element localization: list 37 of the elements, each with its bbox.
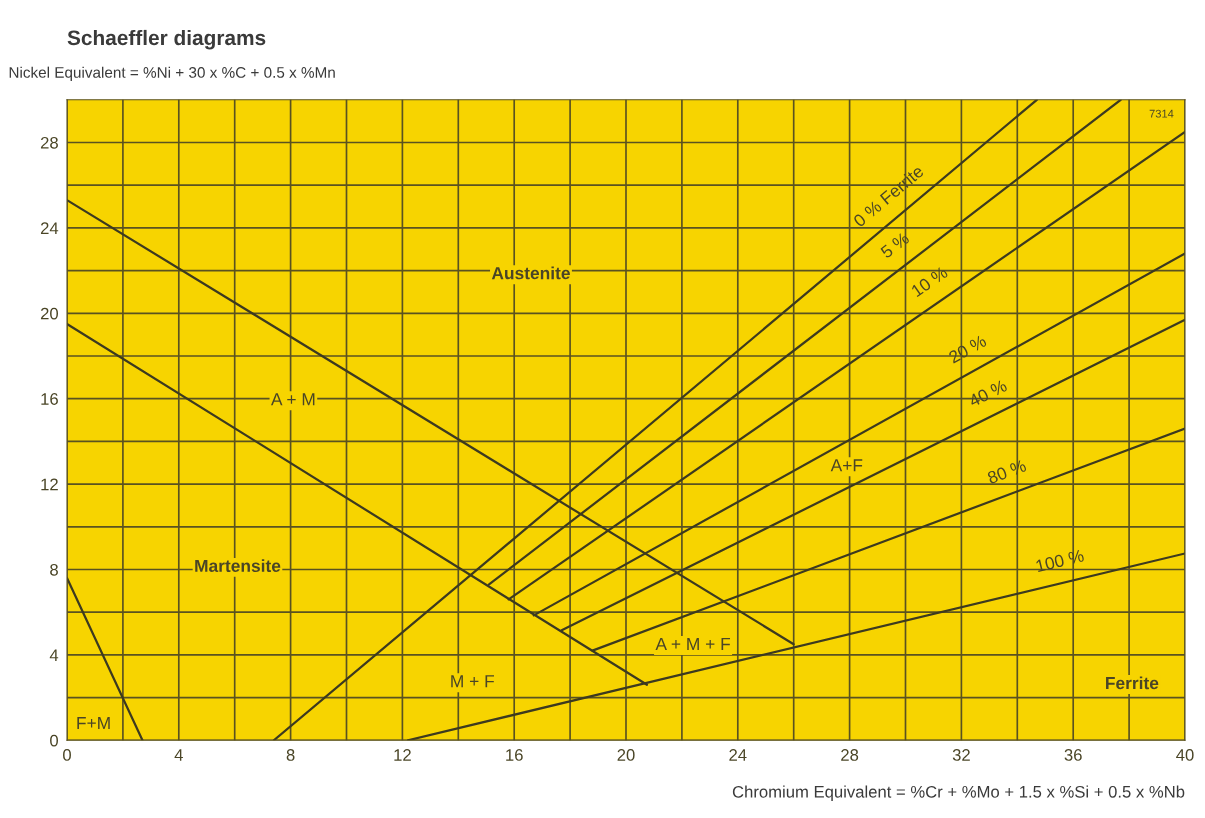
annotation: A+F <box>830 459 863 472</box>
x-tick-label: 36 <box>1064 749 1082 761</box>
y-tick-label: 24 <box>40 222 59 234</box>
annotation: F+M <box>77 717 110 729</box>
y-tick-label: 20 <box>40 307 59 320</box>
annotation: Martensite <box>195 559 281 573</box>
annotation: 100 % <box>1035 549 1085 573</box>
x-axis-title: Chromium Equivalent = %Cr + %Mo + 1.5 x %Si + 0.5 x %Nb <box>732 785 1185 802</box>
annotation: Austenite <box>491 266 570 280</box>
x-tick-label: 40 <box>1176 749 1194 761</box>
y-tick-label: 0 <box>50 734 59 747</box>
annotation: 10 % <box>910 265 949 298</box>
x-tick-label: 0 <box>63 749 71 761</box>
x-tick-label: 8 <box>286 749 295 761</box>
annotation: 80 % <box>986 459 1027 485</box>
chart-title: Schaeffler diagrams <box>67 29 266 50</box>
x-tick-label: 28 <box>841 749 859 761</box>
y-axis-title: Nickel Equivalent = %Ni + 30 x %C + 0.5 x %Mn <box>9 66 335 81</box>
y-tick-label: 12 <box>41 478 58 491</box>
y-tick-label: 4 <box>49 649 59 661</box>
x-tick-label: 16 <box>506 749 523 761</box>
annotation: A + M <box>270 393 315 406</box>
annotation: Ferrite <box>1106 676 1159 690</box>
annotation: A + M + F <box>655 638 731 650</box>
x-tick-label: 12 <box>394 749 411 761</box>
annotation: 5 % <box>879 231 910 259</box>
y-tick-label: 16 <box>41 393 58 405</box>
y-tick-label: 8 <box>50 563 58 576</box>
y-tick-label: 28 <box>40 136 58 149</box>
x-tick-label: 20 <box>617 749 635 761</box>
x-tick-label: 32 <box>952 749 970 761</box>
annotation: M + F <box>451 675 494 688</box>
x-tick-label: 4 <box>174 749 183 761</box>
annotation: 40 % <box>967 379 1008 408</box>
annotation: 20 % <box>947 334 988 364</box>
annotation: 7314 <box>1149 109 1174 118</box>
x-tick-label: 24 <box>729 749 747 761</box>
